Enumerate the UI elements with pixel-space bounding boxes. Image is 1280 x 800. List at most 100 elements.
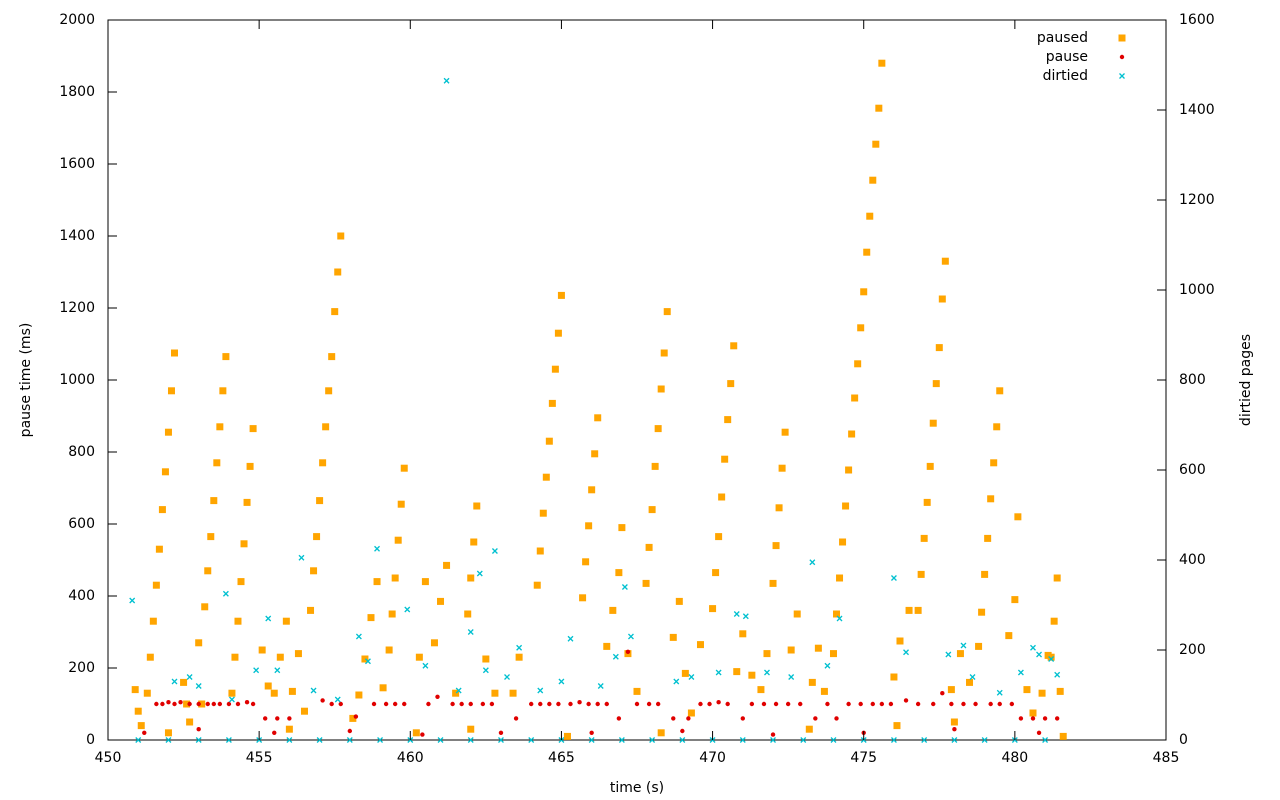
circle-point: [450, 701, 455, 707]
cross-point: [733, 611, 740, 617]
square-point: [975, 642, 983, 650]
square-point: [956, 650, 964, 658]
circle-point: [217, 701, 223, 707]
circle-point: [426, 701, 431, 707]
cross-point: [365, 658, 371, 665]
cross-point: [265, 615, 272, 622]
square-point: [748, 671, 756, 679]
y-tick-label: 1200: [59, 300, 95, 316]
cross-point: [715, 669, 722, 676]
square-point: [137, 722, 145, 730]
square-point: [787, 646, 795, 654]
cross-point: [437, 737, 444, 743]
square-point: [582, 558, 590, 566]
square-point: [437, 597, 445, 605]
circle-point: [275, 716, 280, 721]
y-tick-label: 1600: [59, 156, 95, 172]
square-point: [938, 295, 946, 303]
square-point: [715, 533, 723, 541]
square-point: [258, 646, 266, 654]
square-point: [984, 534, 992, 542]
square-point: [557, 291, 565, 299]
y2-tick-label: 1000: [1179, 282, 1215, 298]
square-point: [878, 59, 886, 67]
y2-tick-label: 1200: [1179, 192, 1215, 208]
cross-point: [298, 554, 305, 561]
circle-point: [725, 701, 730, 707]
square-point: [839, 538, 847, 546]
cross-point: [165, 737, 172, 743]
marks: [129, 59, 1067, 743]
square-point: [152, 581, 160, 589]
circle-point: [196, 701, 201, 707]
square-point: [932, 380, 940, 388]
square-point: [195, 639, 203, 647]
square-point: [533, 581, 541, 589]
cross-point: [374, 545, 380, 552]
legend-marker: [1118, 34, 1126, 42]
circle-point: [915, 701, 921, 707]
square-point: [854, 360, 862, 368]
circle-point: [244, 700, 250, 705]
circle-point: [740, 716, 745, 721]
cross-point: [612, 653, 619, 660]
square-point: [727, 380, 735, 388]
circle-point: [420, 732, 425, 737]
square-point: [757, 686, 765, 694]
square-point: [551, 365, 559, 373]
cross-point: [1054, 671, 1061, 678]
square-point: [394, 536, 402, 544]
square-point: [270, 689, 278, 697]
circle-point: [205, 701, 210, 707]
square-point: [603, 642, 611, 650]
square-point: [134, 707, 142, 715]
square-point: [282, 617, 290, 625]
circle-point: [589, 730, 594, 735]
square-point: [222, 353, 230, 361]
square-point: [935, 344, 943, 352]
y2-tick-label: 200: [1179, 642, 1206, 658]
square-point: [164, 729, 172, 737]
circle-point: [142, 730, 147, 735]
square-point: [926, 462, 934, 470]
circle-point: [940, 691, 945, 696]
circle-point: [1018, 716, 1024, 721]
square-point: [539, 509, 547, 517]
square-point: [337, 232, 345, 240]
square-point: [917, 570, 925, 578]
square-point: [808, 678, 816, 686]
square-point: [355, 691, 363, 699]
square-point: [379, 684, 387, 692]
square-point: [966, 678, 974, 686]
cross-point: [824, 662, 831, 669]
square-point: [950, 718, 958, 726]
circle-point: [383, 701, 389, 707]
circle-point: [846, 701, 851, 707]
square-point: [249, 425, 257, 433]
x-tick-label: 485: [1153, 750, 1180, 766]
circle-point: [272, 730, 277, 735]
cross-point: [688, 674, 695, 680]
square-point: [591, 450, 599, 458]
square-point: [869, 176, 877, 184]
square-point: [319, 459, 327, 467]
circle-point: [604, 701, 609, 707]
legend-label: pause: [1046, 49, 1088, 65]
square-point: [373, 578, 381, 586]
square-point: [775, 504, 783, 512]
cross-point: [482, 667, 489, 674]
square-point: [482, 655, 490, 663]
square-point: [860, 288, 868, 296]
y2-tick-label: 1600: [1179, 12, 1215, 28]
cross-point: [186, 674, 193, 680]
square-point: [310, 567, 318, 575]
square-point: [721, 455, 729, 463]
circle-point: [529, 701, 534, 707]
circle-point: [834, 716, 839, 721]
circle-point: [513, 716, 519, 721]
square-point: [367, 614, 375, 622]
square-point: [285, 725, 293, 733]
circle-point: [338, 701, 343, 707]
square-point: [615, 569, 623, 577]
